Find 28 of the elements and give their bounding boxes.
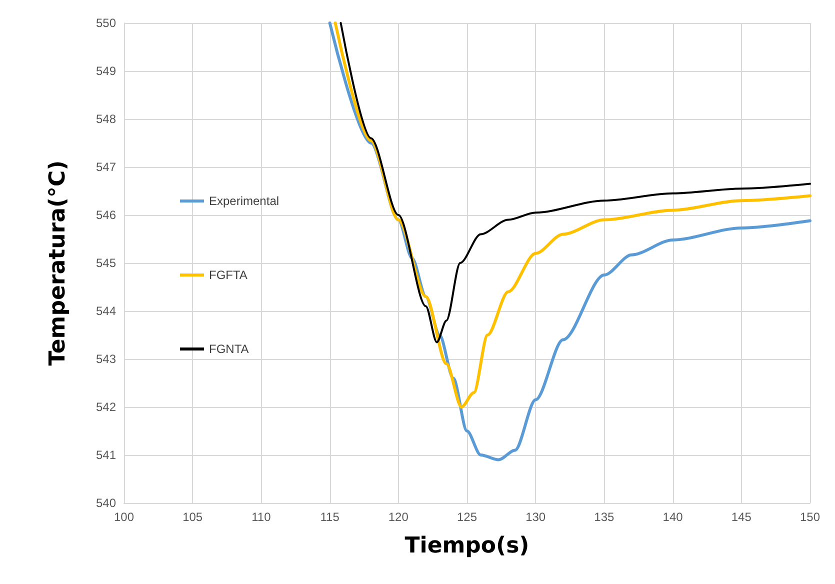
legend-label: FGNTA [209,342,249,356]
x-tick-label: 115 [320,510,340,524]
x-axis-title: Tiempo(s) [404,534,530,558]
x-tick-label: 125 [456,510,478,524]
y-tick-label: 547 [96,160,116,174]
y-tick-label: 543 [96,352,116,366]
x-tick-label: 110 [252,510,272,524]
x-tick-label: 135 [594,510,615,524]
y-tick-label: 546 [96,208,116,222]
x-tick-label: 145 [731,510,752,524]
x-tick-label: 150 [800,510,820,524]
y-tick-label: 544 [96,304,116,318]
y-tick-label: 542 [96,400,116,414]
x-tick-label: 100 [114,510,134,524]
y-tick-label: 540 [96,496,116,510]
legend-label: Experimental [209,194,280,208]
x-tick-label: 130 [526,510,546,524]
y-axis-title: Temperatura(°C) [46,160,70,366]
y-tick-label: 545 [96,256,116,270]
y-tick-label: 548 [96,112,116,126]
y-tick-label: 541 [96,448,116,462]
x-tick-label: 120 [388,510,409,524]
x-tick-label: 140 [662,510,684,524]
y-tick-label: 550 [96,16,116,30]
x-tick-label: 105 [182,510,203,524]
line-series [340,22,811,344]
y-tick-label: 549 [96,64,116,78]
legend-label: FGFTA [209,268,248,282]
